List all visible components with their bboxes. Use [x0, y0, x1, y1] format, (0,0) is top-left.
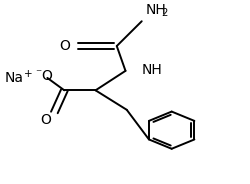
Text: +: + [24, 69, 32, 79]
Text: O: O [41, 69, 52, 83]
Text: 2: 2 [161, 8, 168, 18]
Text: ⁻: ⁻ [35, 67, 41, 80]
Text: O: O [59, 39, 70, 53]
Text: NH: NH [141, 63, 162, 77]
Text: Na: Na [5, 71, 24, 85]
Text: O: O [40, 113, 51, 128]
Text: NH: NH [145, 3, 166, 17]
